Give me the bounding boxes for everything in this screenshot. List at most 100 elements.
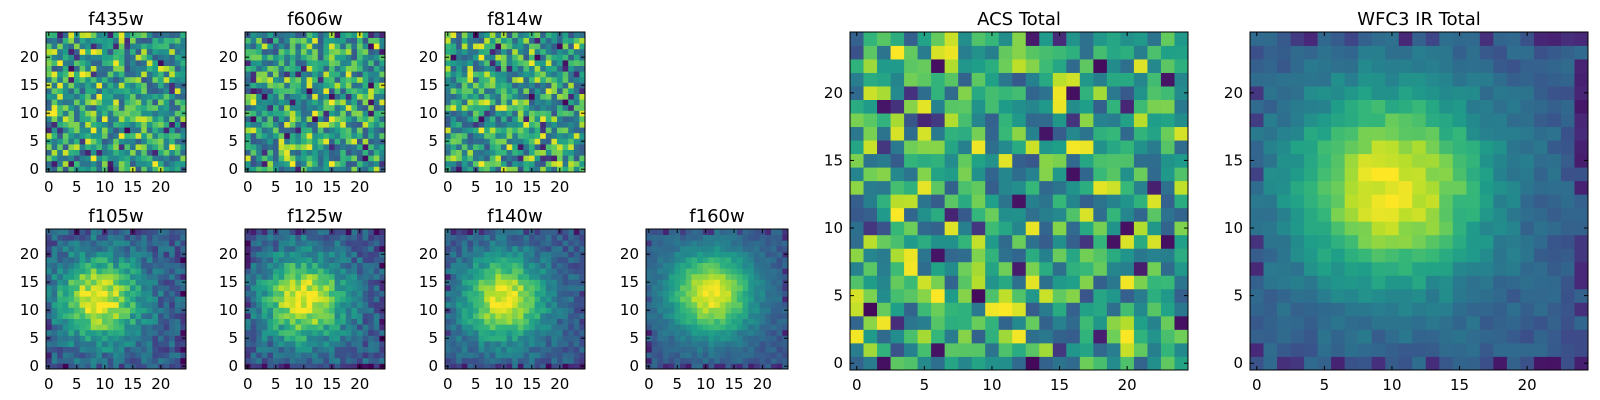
- heatmap-cell: [534, 290, 541, 297]
- heatmap-cell: [512, 149, 519, 156]
- heatmap-cell: [776, 357, 783, 364]
- heatmap-cell: [345, 121, 352, 128]
- heatmap-cell: [90, 234, 97, 241]
- heatmap-cell: [90, 296, 97, 303]
- heatmap-cell: [323, 99, 330, 106]
- heatmap-cell: [573, 324, 580, 331]
- heatmap-cell: [501, 341, 507, 347]
- heatmap-cell: [141, 93, 148, 100]
- heatmap-cell: [529, 273, 535, 280]
- heatmap-cell: [685, 296, 692, 303]
- heatmap-cell: [562, 82, 569, 89]
- heatmap-cell: [340, 88, 347, 94]
- heatmap-cell: [890, 342, 905, 357]
- heatmap-cell: [312, 290, 319, 297]
- heatmap-cell: [146, 60, 153, 66]
- heatmap-cell: [284, 285, 291, 291]
- heatmap-cell: [74, 138, 80, 145]
- heatmap-cell: [284, 245, 291, 252]
- heatmap-cell: [562, 234, 569, 241]
- heatmap-cell: [506, 160, 513, 167]
- heatmap-cell: [284, 104, 291, 111]
- heatmap-cell: [685, 268, 692, 275]
- heatmap-cell: [770, 335, 778, 342]
- heatmap-cell: [174, 54, 181, 61]
- heatmap-cell: [351, 257, 358, 263]
- heatmap-cell: [545, 144, 552, 150]
- heatmap-cell: [146, 37, 153, 44]
- heatmap-cell: [540, 149, 547, 156]
- heatmap-cell: [74, 99, 80, 106]
- heatmap-cell: [295, 352, 302, 359]
- heatmap-cell: [278, 363, 285, 370]
- heatmap-cell: [557, 279, 563, 286]
- heatmap-cell: [368, 99, 375, 106]
- x-tick-label: 10: [494, 178, 513, 196]
- heatmap-cell: [169, 245, 176, 252]
- heatmap-cell: [534, 296, 541, 303]
- heatmap-cell: [46, 37, 52, 44]
- heatmap-cell: [306, 313, 313, 319]
- heatmap-cell: [890, 248, 905, 263]
- heatmap-cell: [306, 65, 313, 72]
- heatmap-cell: [334, 285, 341, 291]
- heatmap-cell: [289, 273, 296, 280]
- heatmap-cell: [770, 285, 778, 291]
- heatmap-cell: [135, 88, 142, 94]
- heatmap-cell: [284, 301, 291, 308]
- heatmap-cell: [90, 110, 97, 117]
- heatmap-cell: [85, 329, 92, 336]
- heatmap-cell: [450, 245, 457, 252]
- heatmap-cell: [306, 268, 313, 275]
- heatmap-cell: [124, 229, 131, 235]
- heatmap-cell: [163, 60, 170, 66]
- heatmap-cell: [495, 110, 502, 117]
- heatmap-cell: [562, 341, 569, 347]
- heatmap-cell: [877, 288, 891, 303]
- heatmap-cell: [323, 285, 330, 291]
- heatmap-cell: [489, 155, 496, 162]
- heatmap-cell: [534, 341, 541, 347]
- heatmap-cell: [323, 116, 330, 122]
- heatmap-cell: [1025, 329, 1040, 344]
- heatmap-cell: [674, 335, 681, 342]
- heatmap-cell: [461, 127, 468, 134]
- heatmap-cell: [46, 48, 52, 55]
- heatmap-cell: [1093, 315, 1108, 330]
- heatmap-cell: [323, 60, 330, 66]
- heatmap-cell: [714, 234, 721, 241]
- heatmap-cell: [261, 76, 268, 83]
- heatmap-cell: [971, 288, 986, 303]
- heatmap-cell: [289, 279, 296, 286]
- heatmap-cell: [57, 82, 64, 89]
- heatmap-cell: [702, 301, 709, 308]
- heatmap-cell: [46, 296, 52, 303]
- heatmap-cell: [534, 121, 541, 128]
- heatmap-cell: [506, 251, 513, 258]
- heatmap-cell: [289, 104, 296, 111]
- heatmap-cell: [478, 296, 485, 303]
- heatmap-cell: [568, 307, 575, 314]
- heatmap-cell: [685, 329, 692, 336]
- heatmap-cell: [256, 341, 263, 347]
- heatmap-cell: [877, 342, 891, 357]
- heatmap-cell: [1093, 261, 1108, 276]
- heatmap-cell: [256, 132, 263, 139]
- heatmap-cell: [1133, 207, 1148, 222]
- heatmap-cell: [573, 104, 580, 111]
- heatmap-cell: [944, 342, 959, 357]
- heatmap-cell: [736, 262, 743, 269]
- heatmap-cell: [113, 357, 120, 364]
- heatmap-cell: [312, 48, 319, 55]
- heatmap-cell: [697, 257, 704, 263]
- heatmap-cell: [484, 296, 491, 303]
- heatmap-cell: [295, 301, 302, 308]
- heatmap-cell: [529, 346, 535, 353]
- heatmap-cell: [135, 32, 142, 38]
- heatmap-cell: [534, 88, 541, 94]
- heatmap-cell: [512, 245, 519, 252]
- heatmap-cell: [256, 60, 263, 66]
- heatmap-cell: [317, 352, 324, 359]
- heatmap-cell: [301, 352, 307, 359]
- heatmap-cell: [551, 132, 558, 139]
